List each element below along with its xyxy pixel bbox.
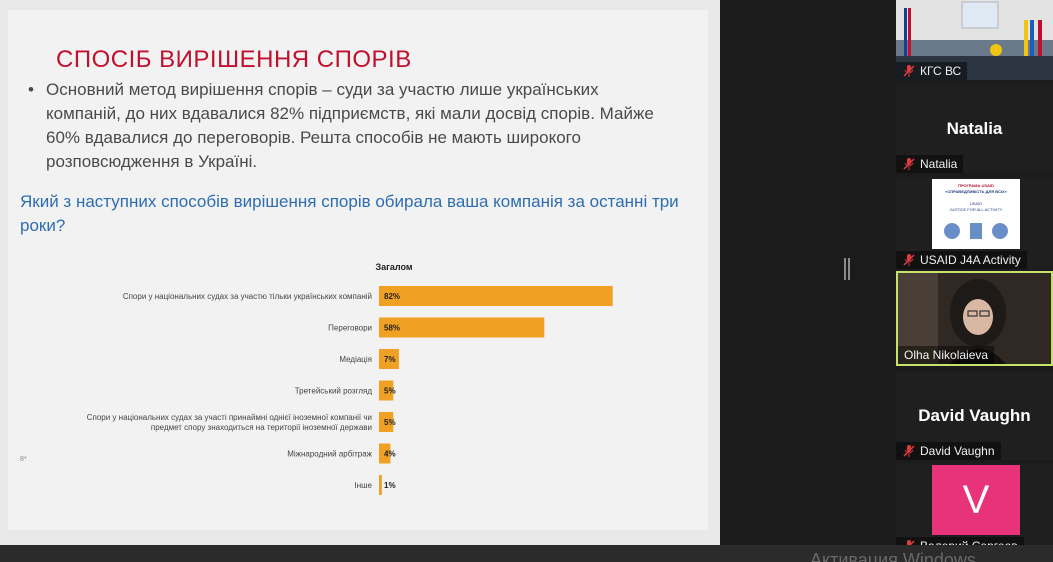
camera-video <box>898 273 1051 364</box>
slide-title: СПОСІБ ВИРІШЕННЯ СПОРІВ <box>56 46 412 73</box>
category-label: Спори у національних судах за участі при… <box>87 413 372 432</box>
value-label: 1% <box>384 481 396 490</box>
bullet-dot-icon: • <box>28 80 34 99</box>
bar <box>379 412 394 432</box>
muted-mic-icon <box>903 158 915 170</box>
participant-display-name: Natalia <box>946 119 1003 138</box>
participant-name: Olha Nikolaieva <box>904 348 989 362</box>
participant-tile[interactable]: ПРОГРАМА USAID «СПРАВЕДЛИВІСТЬ ДЛЯ ВСІХ»… <box>896 177 1053 269</box>
value-label: 82% <box>384 292 400 301</box>
muted-mic-icon <box>903 445 915 457</box>
value-label: 7% <box>384 355 396 364</box>
participant-name: Natalia <box>920 157 958 171</box>
bar <box>379 380 394 401</box>
participant-name-bar: Natalia <box>896 155 964 173</box>
usaid-poster-image: ПРОГРАМА USAID «СПРАВЕДЛИВІСТЬ ДЛЯ ВСІХ»… <box>932 179 1020 249</box>
value-label: 5% <box>384 387 396 396</box>
participant-tile[interactable]: Natalia Natalia <box>896 85 1053 173</box>
participant-tile-active-speaker[interactable]: Olha Nikolaieva <box>896 271 1053 366</box>
poster-icons <box>944 223 1008 239</box>
panel-splitter-handle[interactable] <box>844 258 850 280</box>
category-label: Інше <box>354 481 372 490</box>
slide-bullet: • Основний метод вирішення спорів – суди… <box>28 78 668 174</box>
participant-name-bar: КГС ВС <box>896 62 968 80</box>
participant-name: USAID J4A Activity <box>920 253 1021 267</box>
bullet-text: Основний метод вирішення спорів – суди з… <box>46 80 654 171</box>
muted-mic-icon <box>903 65 915 77</box>
value-label: 5% <box>384 418 396 427</box>
muted-mic-icon <box>903 254 915 266</box>
bar <box>379 286 613 306</box>
participant-name-bar: USAID J4A Activity <box>896 251 1027 269</box>
participant-tile[interactable]: КГС ВС <box>896 0 1053 80</box>
bar-chart: Загалом Спори у національних судах за уча… <box>87 262 613 495</box>
chart-title: Загалом <box>375 262 412 272</box>
participant-name-bar: David Vaughn <box>896 442 1001 460</box>
value-label: 58% <box>384 324 400 333</box>
room-video <box>896 0 1053 80</box>
bottom-bar <box>0 545 1053 562</box>
category-label: Третейський розгляд <box>295 387 373 396</box>
windows-activation-watermark: Активация Windows <box>810 550 976 562</box>
bar <box>379 349 399 369</box>
participant-display-name: David Vaughn <box>918 406 1031 425</box>
category-label: Медіація <box>339 355 372 364</box>
bar <box>379 317 545 338</box>
category-label: Спори у національних судах за участю тіл… <box>123 292 372 301</box>
shared-screen: СПОСІБ ВИРІШЕННЯ СПОРІВ • Основний метод… <box>0 0 720 545</box>
category-label: Переговори <box>328 324 372 333</box>
participant-tile[interactable]: V Валерий Сергеев <box>896 463 1053 555</box>
participant-name: КГС ВС <box>920 64 962 78</box>
bar <box>379 475 382 495</box>
presentation-slide: СПОСІБ ВИРІШЕННЯ СПОРІВ • Основний метод… <box>8 10 708 530</box>
survey-question: Який з наступних способів вирішення спор… <box>20 192 679 235</box>
participant-tile[interactable]: David Vaughn David Vaughn <box>896 372 1053 460</box>
participant-name: David Vaughn <box>920 444 995 458</box>
participant-name-bar: Olha Nikolaieva <box>898 346 995 364</box>
slide-corner-mark: 8* <box>20 456 27 463</box>
bar <box>379 443 391 464</box>
value-label: 4% <box>384 450 396 459</box>
avatar: V <box>932 465 1020 535</box>
category-label: Міжнародний арбітраж <box>287 450 372 459</box>
